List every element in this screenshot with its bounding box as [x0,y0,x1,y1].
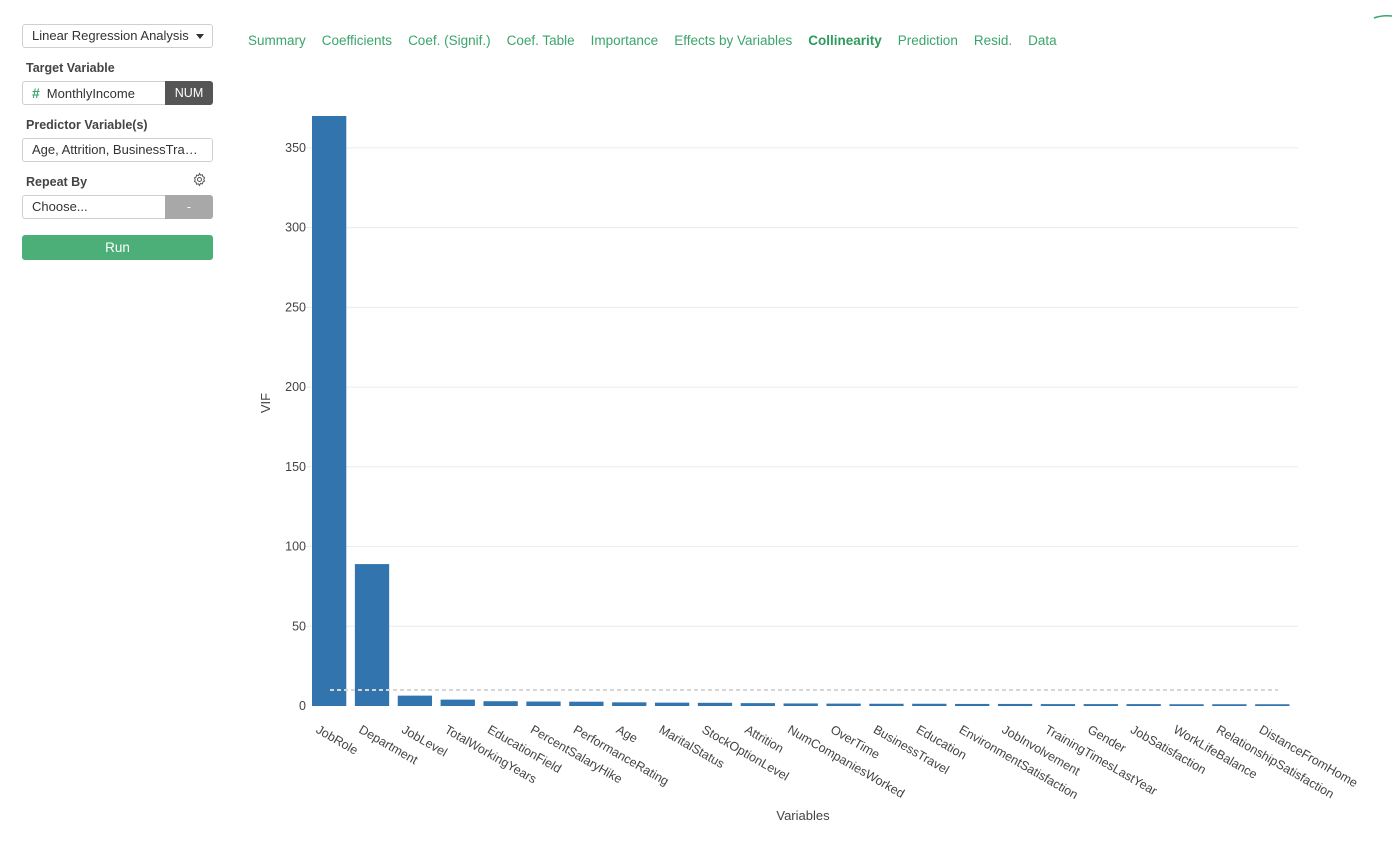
x-tick-label: BusinessTravel [871,722,952,777]
tab-coefficients[interactable]: Coefficients [321,33,393,48]
y-axis-title: VIF [258,393,273,413]
bar [1040,704,1076,706]
tab-coef-table[interactable]: Coef. Table [506,33,575,48]
analysis-type-value: Linear Regression Analysis [32,28,189,43]
bar [783,703,818,706]
run-button[interactable]: Run [22,235,213,260]
bar [997,703,1033,706]
repeat-by-row: Repeat By [22,162,213,195]
repeat-by-label: Repeat By [26,175,88,189]
bar [1083,704,1118,706]
repeat-by-type-badge[interactable]: - [165,195,213,219]
analysis-type-select[interactable]: Linear Regression Analysis [22,24,213,48]
tab-effects-by-variables[interactable]: Effects by Variables [674,33,793,48]
bar [526,701,561,706]
bar [397,695,433,706]
y-tick-label: 200 [285,380,306,394]
bar [1212,704,1247,706]
repeat-by-field[interactable]: Choose... [22,195,165,219]
target-variable-field[interactable]: # MonthlyIncome [22,81,165,105]
bar [612,702,647,706]
y-tick-label: 350 [285,141,306,155]
bar [697,702,733,706]
target-variable-label: Target Variable [26,61,115,75]
caret-down-icon [196,34,204,39]
corner-indicator [1373,15,1392,19]
y-tick-label: 150 [285,460,306,474]
predictor-variables-field[interactable]: Age, Attrition, BusinessTra… [22,138,213,162]
target-variable-value: MonthlyIncome [46,86,135,101]
x-tick-label: JobRole [314,722,361,757]
x-axis-title: Variables [776,808,830,823]
bar [912,703,947,706]
bar [569,701,604,706]
bar [654,702,690,706]
bar [826,703,861,706]
y-tick-label: 100 [285,540,306,554]
bar [955,703,990,706]
y-tick-label: 50 [292,619,306,633]
bar [740,703,775,706]
bar [1169,704,1204,706]
tab-prediction[interactable]: Prediction [897,33,958,48]
y-tick-label: 0 [299,699,306,713]
repeat-by-row-input: Choose... - [22,195,213,219]
hash-icon: # [32,85,40,101]
result-tabs: Summary Coefficients Coef. (Signif.) Coef. … [248,33,1073,48]
tab-data[interactable]: Data [1028,33,1057,48]
gear-icon[interactable] [192,172,207,192]
bar [312,116,347,706]
bar [1126,704,1161,706]
target-variable-row: # MonthlyIncome NUM [22,81,213,105]
tab-importance[interactable]: Importance [590,33,659,48]
predictor-variables-label: Predictor Variable(s) [26,118,148,132]
tab-summary[interactable]: Summary [248,33,306,48]
target-type-badge[interactable]: NUM [165,81,213,105]
tab-collinearity[interactable]: Collinearity [808,33,882,48]
x-tick-label: JobSatisfaction [1128,722,1208,777]
bar [440,699,475,706]
bar [483,701,518,706]
x-tick-label: Age [614,722,640,745]
y-tick-label: 250 [285,300,306,314]
tab-resid[interactable]: Resid. [973,33,1013,48]
bar [354,564,390,706]
tab-coef-signif[interactable]: Coef. (Signif.) [408,33,491,48]
bar [1255,704,1290,706]
bar [869,703,904,706]
sidebar: Linear Regression Analysis Target Variab… [22,24,213,260]
y-tick-label: 300 [285,221,306,235]
